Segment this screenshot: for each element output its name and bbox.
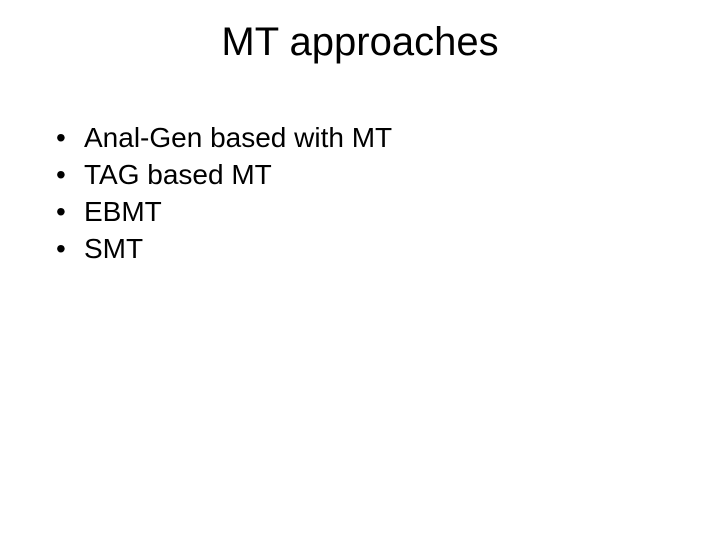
bullet-text: EBMT xyxy=(84,194,670,229)
bullet-icon: • xyxy=(50,194,84,229)
slide-body: • Anal-Gen based with MT • TAG based MT … xyxy=(50,120,670,268)
list-item: • Anal-Gen based with MT xyxy=(50,120,670,155)
list-item: • TAG based MT xyxy=(50,157,670,192)
list-item: • EBMT xyxy=(50,194,670,229)
slide-title: MT approaches xyxy=(0,20,720,65)
bullet-icon: • xyxy=(50,157,84,192)
bullet-text: Anal-Gen based with MT xyxy=(84,120,670,155)
list-item: • SMT xyxy=(50,231,670,266)
bullet-text: SMT xyxy=(84,231,670,266)
bullet-icon: • xyxy=(50,231,84,266)
slide: MT approaches • Anal-Gen based with MT •… xyxy=(0,0,720,540)
bullet-icon: • xyxy=(50,120,84,155)
bullet-text: TAG based MT xyxy=(84,157,670,192)
